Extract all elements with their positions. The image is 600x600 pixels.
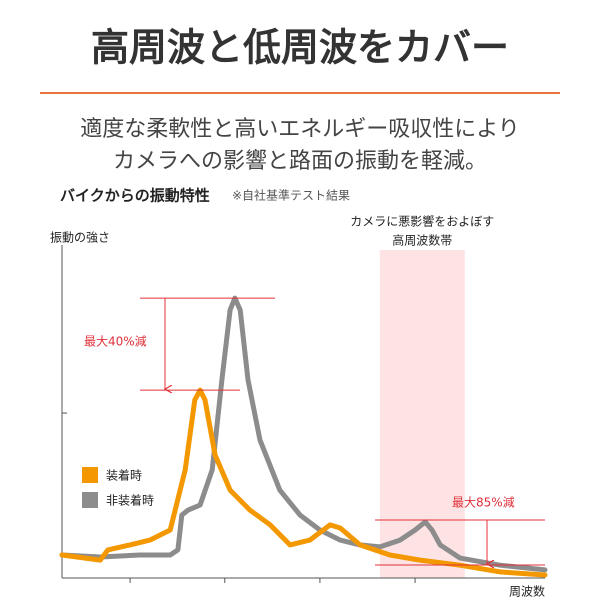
- y-axis-label: 振動の強さ: [50, 231, 110, 245]
- band-label: カメラに悪影響をおよぼす: [350, 214, 494, 229]
- legend-swatch: [82, 467, 98, 483]
- annotation: 最大85%減: [452, 495, 515, 510]
- subtitle: カメラへの影響と路面の振動を軽減。: [113, 149, 487, 174]
- series-line: [59, 387, 548, 578]
- x-axis-label: 周波数: [509, 584, 545, 599]
- legend-swatch: [82, 492, 98, 508]
- legend-label: 装着時: [106, 468, 142, 483]
- chart-title: バイクからの振動特性: [60, 187, 210, 205]
- band-label: 高周波数帯: [392, 233, 452, 248]
- legend-label: 非装着時: [106, 493, 154, 508]
- annotation: 最大40%減: [84, 334, 147, 349]
- note: ※自社基準テスト結果: [232, 188, 350, 203]
- subtitle: 適度な柔軟性と高いエネルギー吸収性により: [80, 117, 520, 142]
- title: 高周波と低周波をカバー: [91, 26, 509, 70]
- highlight-band: [379, 250, 465, 578]
- series-line: [59, 295, 548, 573]
